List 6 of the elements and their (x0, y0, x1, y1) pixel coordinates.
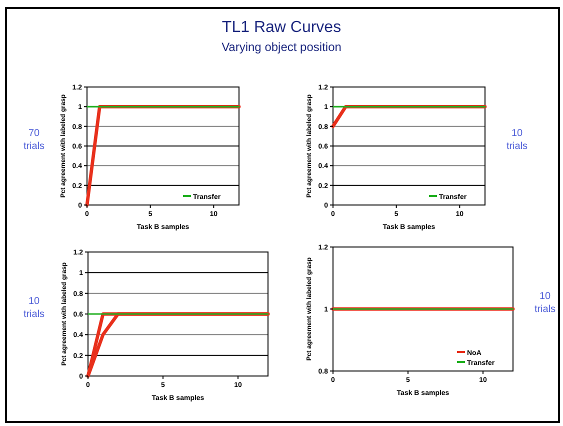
text: TL1 Raw Curves (222, 19, 342, 36)
text: 10 trials (506, 128, 528, 152)
text: Varying object position (222, 40, 342, 54)
text: 10 trials (23, 296, 45, 320)
text: 10 trials (534, 291, 556, 315)
text: 70 trials (23, 128, 45, 152)
